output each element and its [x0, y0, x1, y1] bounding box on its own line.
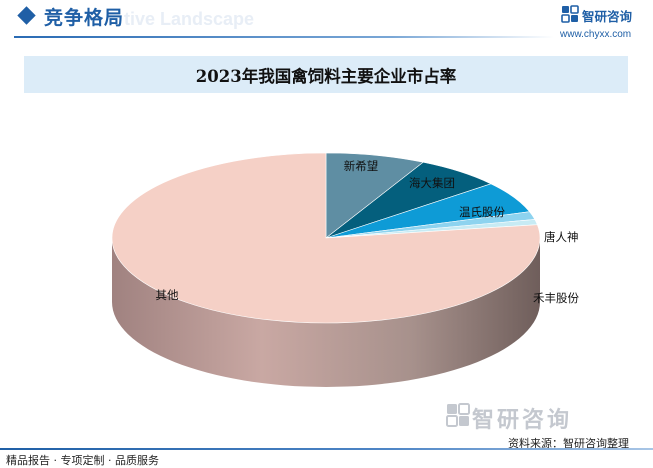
brand-name: 智研咨询 [582, 9, 633, 24]
slice-label: 禾丰股份 [533, 291, 579, 305]
section-title: 竞争格局 [44, 7, 125, 29]
header-divider [14, 36, 554, 38]
slice-label: 唐人神 [544, 230, 579, 244]
brand-logo-icon [561, 5, 579, 23]
footer-tagline: 精品报告 · 专项定制 · 品质服务 [6, 454, 159, 467]
slice-label: 海大集团 [409, 176, 455, 190]
slice-label: 其他 [156, 288, 179, 302]
source-note: 资料来源：智研咨询整理 [508, 437, 629, 450]
slice-label: 新希望 [344, 159, 379, 173]
pie-slice [325, 152, 424, 239]
watermark-logo-icon [446, 403, 470, 427]
brand-url: www.chyxx.com [560, 29, 632, 40]
slice-label: 温氏股份 [459, 205, 505, 219]
pie-side-wall [112, 238, 540, 387]
section-subtitle: tive Landscape [124, 9, 255, 29]
pie-slice [111, 152, 541, 324]
footer-divider [0, 448, 653, 450]
chart-title-banner: 2023年我国禽饲料主要企业市占率 [24, 56, 628, 93]
header: tive Landscape 竞争格局 智研咨询 www.chyxx.com [0, 0, 653, 44]
chart-title: 2023年我国禽饲料主要企业市占率 [195, 67, 457, 86]
watermark-text: 智研咨询 [472, 408, 573, 433]
